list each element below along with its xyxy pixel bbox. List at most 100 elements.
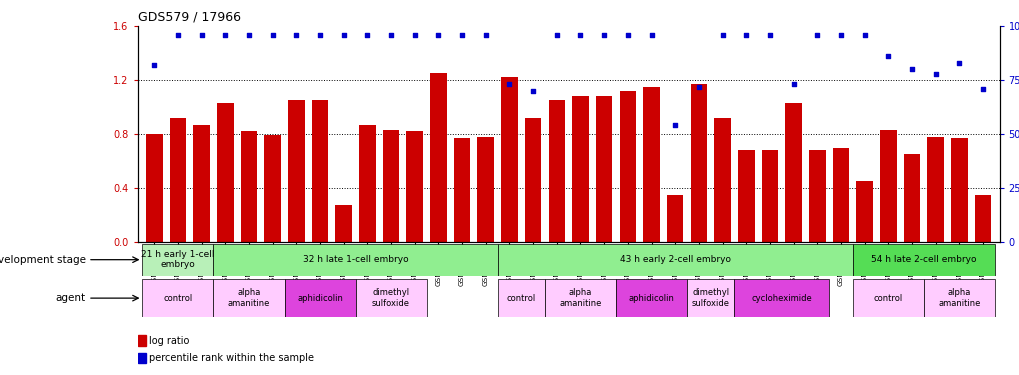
Bar [240, 131, 257, 242]
Bar [926, 137, 943, 242]
Bar [213, 279, 284, 317]
Bar [497, 279, 544, 317]
Bar [382, 130, 399, 242]
Bar [713, 118, 731, 242]
Text: 32 h late 1-cell embryo: 32 h late 1-cell embryo [303, 255, 408, 264]
Bar [643, 87, 659, 242]
Bar [615, 279, 687, 317]
Bar [335, 206, 352, 242]
Bar [544, 279, 615, 317]
Text: agent: agent [55, 293, 86, 303]
Bar [453, 138, 470, 242]
Bar [761, 150, 777, 242]
Text: 54 h late 2-cell embryo: 54 h late 2-cell embryo [870, 255, 975, 264]
Bar [856, 181, 872, 242]
Point [407, 32, 423, 38]
Bar [477, 137, 493, 242]
Point [738, 32, 754, 38]
Text: development stage: development stage [0, 255, 86, 265]
Bar [525, 118, 541, 242]
Bar [595, 96, 611, 242]
Text: alpha
amanitine: alpha amanitine [227, 288, 270, 308]
Point [500, 81, 517, 87]
Bar [548, 100, 565, 242]
Text: dimethyl
sulfoxide: dimethyl sulfoxide [372, 288, 410, 308]
Bar [666, 195, 683, 242]
Text: aphidicolin: aphidicolin [297, 294, 342, 303]
Text: control: control [873, 294, 902, 303]
Bar [687, 279, 734, 317]
Point [525, 88, 541, 94]
Point [761, 32, 777, 38]
Point [194, 32, 210, 38]
Bar [143, 279, 213, 317]
Text: cycloheximide: cycloheximide [751, 294, 811, 303]
Bar [923, 279, 994, 317]
Bar [356, 279, 426, 317]
Point [808, 32, 824, 38]
Bar [785, 103, 801, 242]
Bar [879, 130, 896, 242]
Text: 43 h early 2-cell embryo: 43 h early 2-cell embryo [620, 255, 730, 264]
Point [690, 84, 706, 90]
Text: alpha
amanitine: alpha amanitine [558, 288, 601, 308]
Point [572, 32, 588, 38]
Point [548, 32, 565, 38]
Bar [143, 244, 213, 276]
Bar [852, 244, 994, 276]
Bar [264, 135, 280, 242]
Point [359, 32, 375, 38]
Bar [138, 352, 146, 363]
Bar [690, 84, 706, 242]
Bar [146, 134, 162, 242]
Bar [974, 195, 990, 242]
Point [312, 32, 328, 38]
Bar [619, 91, 636, 242]
Point [832, 32, 848, 38]
Bar [312, 100, 328, 242]
Point [217, 32, 233, 38]
Bar [217, 103, 233, 242]
Point [974, 86, 990, 92]
Point [856, 32, 872, 38]
Point [264, 32, 280, 38]
Point [620, 32, 636, 38]
Point [643, 32, 659, 38]
Bar [852, 279, 923, 317]
Bar [572, 96, 588, 242]
Bar [138, 335, 146, 346]
Bar [903, 154, 919, 242]
Point [453, 32, 470, 38]
Point [288, 32, 305, 38]
Point [785, 81, 801, 87]
Text: control: control [506, 294, 535, 303]
Bar [406, 131, 423, 242]
Bar [287, 100, 305, 242]
Point [903, 66, 919, 72]
Point [666, 122, 683, 128]
Point [169, 32, 185, 38]
Point [879, 54, 896, 60]
Bar [169, 118, 186, 242]
Text: GDS579 / 17966: GDS579 / 17966 [138, 11, 240, 24]
Text: alpha
amanitine: alpha amanitine [937, 288, 979, 308]
Text: control: control [163, 294, 193, 303]
Bar [808, 150, 824, 242]
Point [926, 70, 943, 77]
Point [146, 62, 162, 68]
Text: aphidicolin: aphidicolin [628, 294, 674, 303]
Bar [950, 138, 967, 242]
Point [951, 60, 967, 66]
Bar [737, 150, 754, 242]
Point [477, 32, 493, 38]
Text: percentile rank within the sample: percentile rank within the sample [149, 353, 314, 363]
Text: 21 h early 1-cell
embryо: 21 h early 1-cell embryо [141, 250, 214, 269]
Text: dimethyl
sulfoxide: dimethyl sulfoxide [691, 288, 729, 308]
Bar [500, 78, 518, 242]
Text: log ratio: log ratio [149, 336, 190, 345]
Point [240, 32, 257, 38]
Bar [497, 244, 852, 276]
Bar [359, 124, 375, 242]
Point [713, 32, 730, 38]
Bar [284, 279, 356, 317]
